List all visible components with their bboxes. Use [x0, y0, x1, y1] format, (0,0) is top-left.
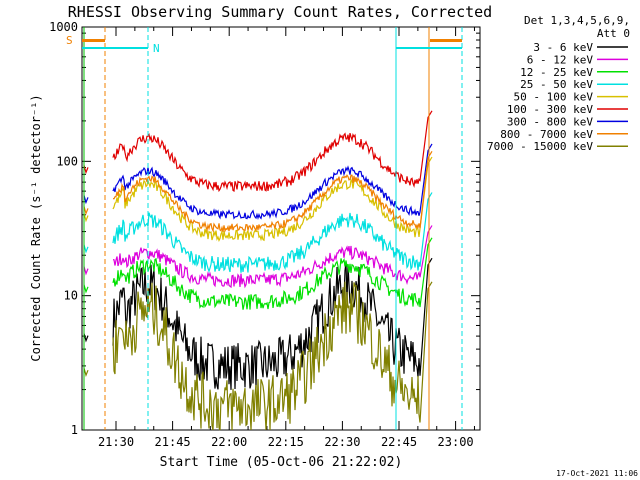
series-line	[112, 110, 433, 193]
saa-bar	[82, 39, 105, 42]
chart-title: RHESSI Observing Summary Count Rates, Co…	[68, 3, 492, 21]
series-group	[83, 110, 433, 431]
y-tick-label: 100	[56, 154, 78, 168]
legend-header-line-2: Att 0	[597, 27, 630, 40]
legend-entry-label: 12 - 25 keV	[520, 66, 593, 79]
y-tick-label: 1000	[49, 20, 78, 34]
series-fragment	[83, 165, 89, 175]
legend-entry-label: 50 - 100 keV	[514, 91, 594, 104]
x-axis-label: Start Time (05-Oct-06 21:22:02)	[160, 455, 403, 470]
y-axis-label: Corrected Count Rate (s⁻¹ detector⁻¹)	[29, 94, 43, 361]
x-tick-label: 22:15	[268, 435, 304, 449]
x-tick-label: 23:00	[438, 435, 474, 449]
night-bar	[82, 47, 148, 49]
series-line	[112, 192, 433, 274]
series-line	[112, 143, 433, 220]
series-fragment	[83, 213, 89, 223]
series-line	[112, 150, 433, 233]
y-tick-label: 1	[71, 423, 78, 437]
plot-frame	[81, 26, 481, 431]
x-tick-label: 22:30	[324, 435, 360, 449]
series-fragment	[83, 368, 89, 378]
y-tick-label: 10	[64, 289, 78, 303]
flag-label-n: N	[153, 42, 160, 55]
legend-entry-label: 100 - 300 keV	[507, 103, 593, 116]
legend-entry-label: 25 - 50 keV	[520, 78, 593, 91]
series-fragment	[83, 206, 89, 216]
legend-header-line-1: Det 1,3,4,5,6,9,	[524, 14, 630, 27]
series-fragment	[83, 266, 89, 276]
night-bar-right	[396, 47, 462, 49]
x-tick-label: 21:45	[155, 435, 191, 449]
series-fragment	[83, 244, 89, 254]
legend-entry-label: 800 - 7000 keV	[500, 128, 593, 141]
legend-entry-label: 300 - 800 keV	[507, 115, 593, 128]
flag-label-s: S	[66, 34, 73, 47]
axes-ticks: 1 10 100 1000 21:30 21:45 22:00 22:15 22:30 22:45…	[49, 20, 480, 449]
series-fragment	[83, 195, 89, 205]
x-tick-label: 21:30	[98, 435, 134, 449]
series-line	[112, 257, 433, 390]
plot-border	[81, 26, 481, 431]
flag-markers: SN	[66, 27, 463, 430]
footer-date: 17-Oct-2021 11:06	[556, 469, 638, 478]
legend-entry-label: 3 - 6 keV	[533, 41, 593, 54]
legend-entry-label: 7000 - 15000 keV	[487, 140, 593, 153]
legend-entry-label: 6 - 12 keV	[527, 53, 594, 66]
series-fragment	[83, 284, 89, 294]
x-tick-label: 22:45	[381, 435, 417, 449]
series-fragment	[83, 333, 89, 343]
series-line	[112, 225, 433, 289]
x-tick-label: 22:00	[211, 435, 247, 449]
series-line	[112, 237, 433, 310]
series-line	[112, 281, 433, 431]
saa-bar-right	[430, 39, 462, 42]
series-line	[112, 156, 433, 243]
